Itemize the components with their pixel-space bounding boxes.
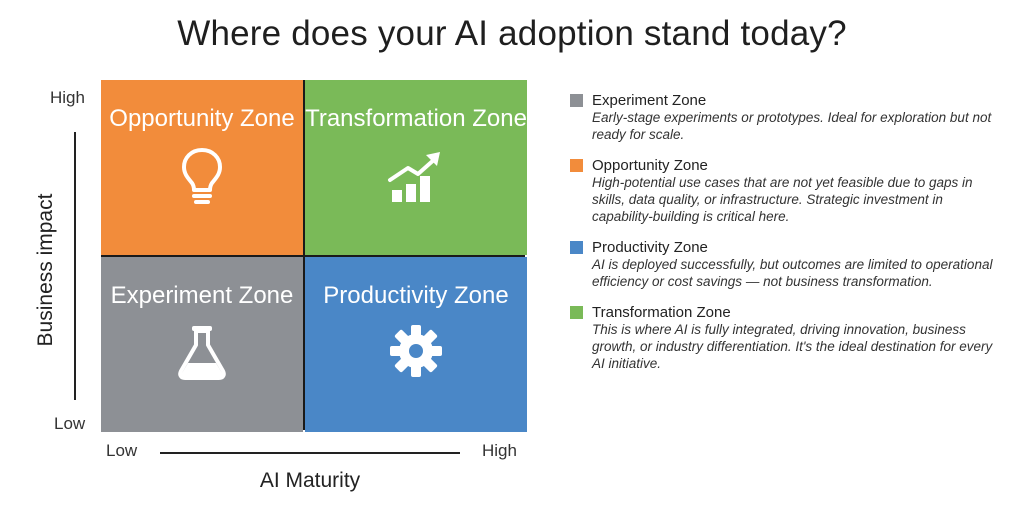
lightbulb-icon [179, 146, 225, 213]
y-axis-label: Business impact [34, 193, 57, 347]
y-axis-line [74, 132, 76, 400]
x-axis-line [160, 452, 460, 454]
x-axis-low-label: Low [106, 441, 138, 460]
legend-description: This is where AI is fully integrated, dr… [592, 322, 993, 371]
x-axis-high-label: High [482, 441, 517, 460]
legend-swatch [570, 94, 583, 107]
legend-description: Early-stage experiments or prototypes. I… [592, 110, 992, 142]
legend-swatch [570, 241, 583, 254]
legend-item-productivity: Productivity Zone AI is deployed success… [570, 239, 1000, 290]
legend-description: AI is deployed successfully, but outcome… [592, 257, 993, 289]
legend-swatch [570, 306, 583, 319]
legend-description: High-potential use cases that are not ye… [592, 175, 973, 224]
legend-item-transformation: Transformation Zone This is where AI is … [570, 304, 1000, 372]
gear-icon [388, 323, 444, 384]
quadrant-label: Opportunity Zone [109, 105, 295, 132]
quadrant-label: Productivity Zone [323, 282, 509, 309]
legend: Experiment Zone Early-stage experiments … [570, 92, 1000, 386]
quadrant-grid: Opportunity Zone Transformation Zone Exp… [101, 80, 527, 432]
quadrant-label: Transformation Zone [305, 105, 527, 132]
legend-title: Transformation Zone [592, 304, 731, 321]
legend-swatch [570, 159, 583, 172]
legend-item-opportunity: Opportunity Zone High-potential use case… [570, 157, 1000, 225]
legend-title: Experiment Zone [592, 92, 707, 109]
y-axis-low-label: Low [54, 414, 86, 433]
y-axis-high-label: High [50, 88, 85, 107]
quadrant-transformation: Transformation Zone [305, 80, 527, 255]
page-title: Where does your AI adoption stand today? [177, 14, 847, 53]
x-axis-label: AI Maturity [259, 469, 361, 492]
legend-item-experiment: Experiment Zone Early-stage experiments … [570, 92, 1000, 143]
quadrant-experiment: Experiment Zone [101, 257, 303, 432]
growth-chart-icon [386, 146, 446, 211]
quadrant-productivity: Productivity Zone [305, 257, 527, 432]
flask-icon [176, 323, 228, 386]
legend-title: Opportunity Zone [592, 157, 708, 174]
quadrant-opportunity: Opportunity Zone [101, 80, 303, 255]
quadrant-label: Experiment Zone [110, 282, 294, 309]
legend-title: Productivity Zone [592, 239, 708, 256]
